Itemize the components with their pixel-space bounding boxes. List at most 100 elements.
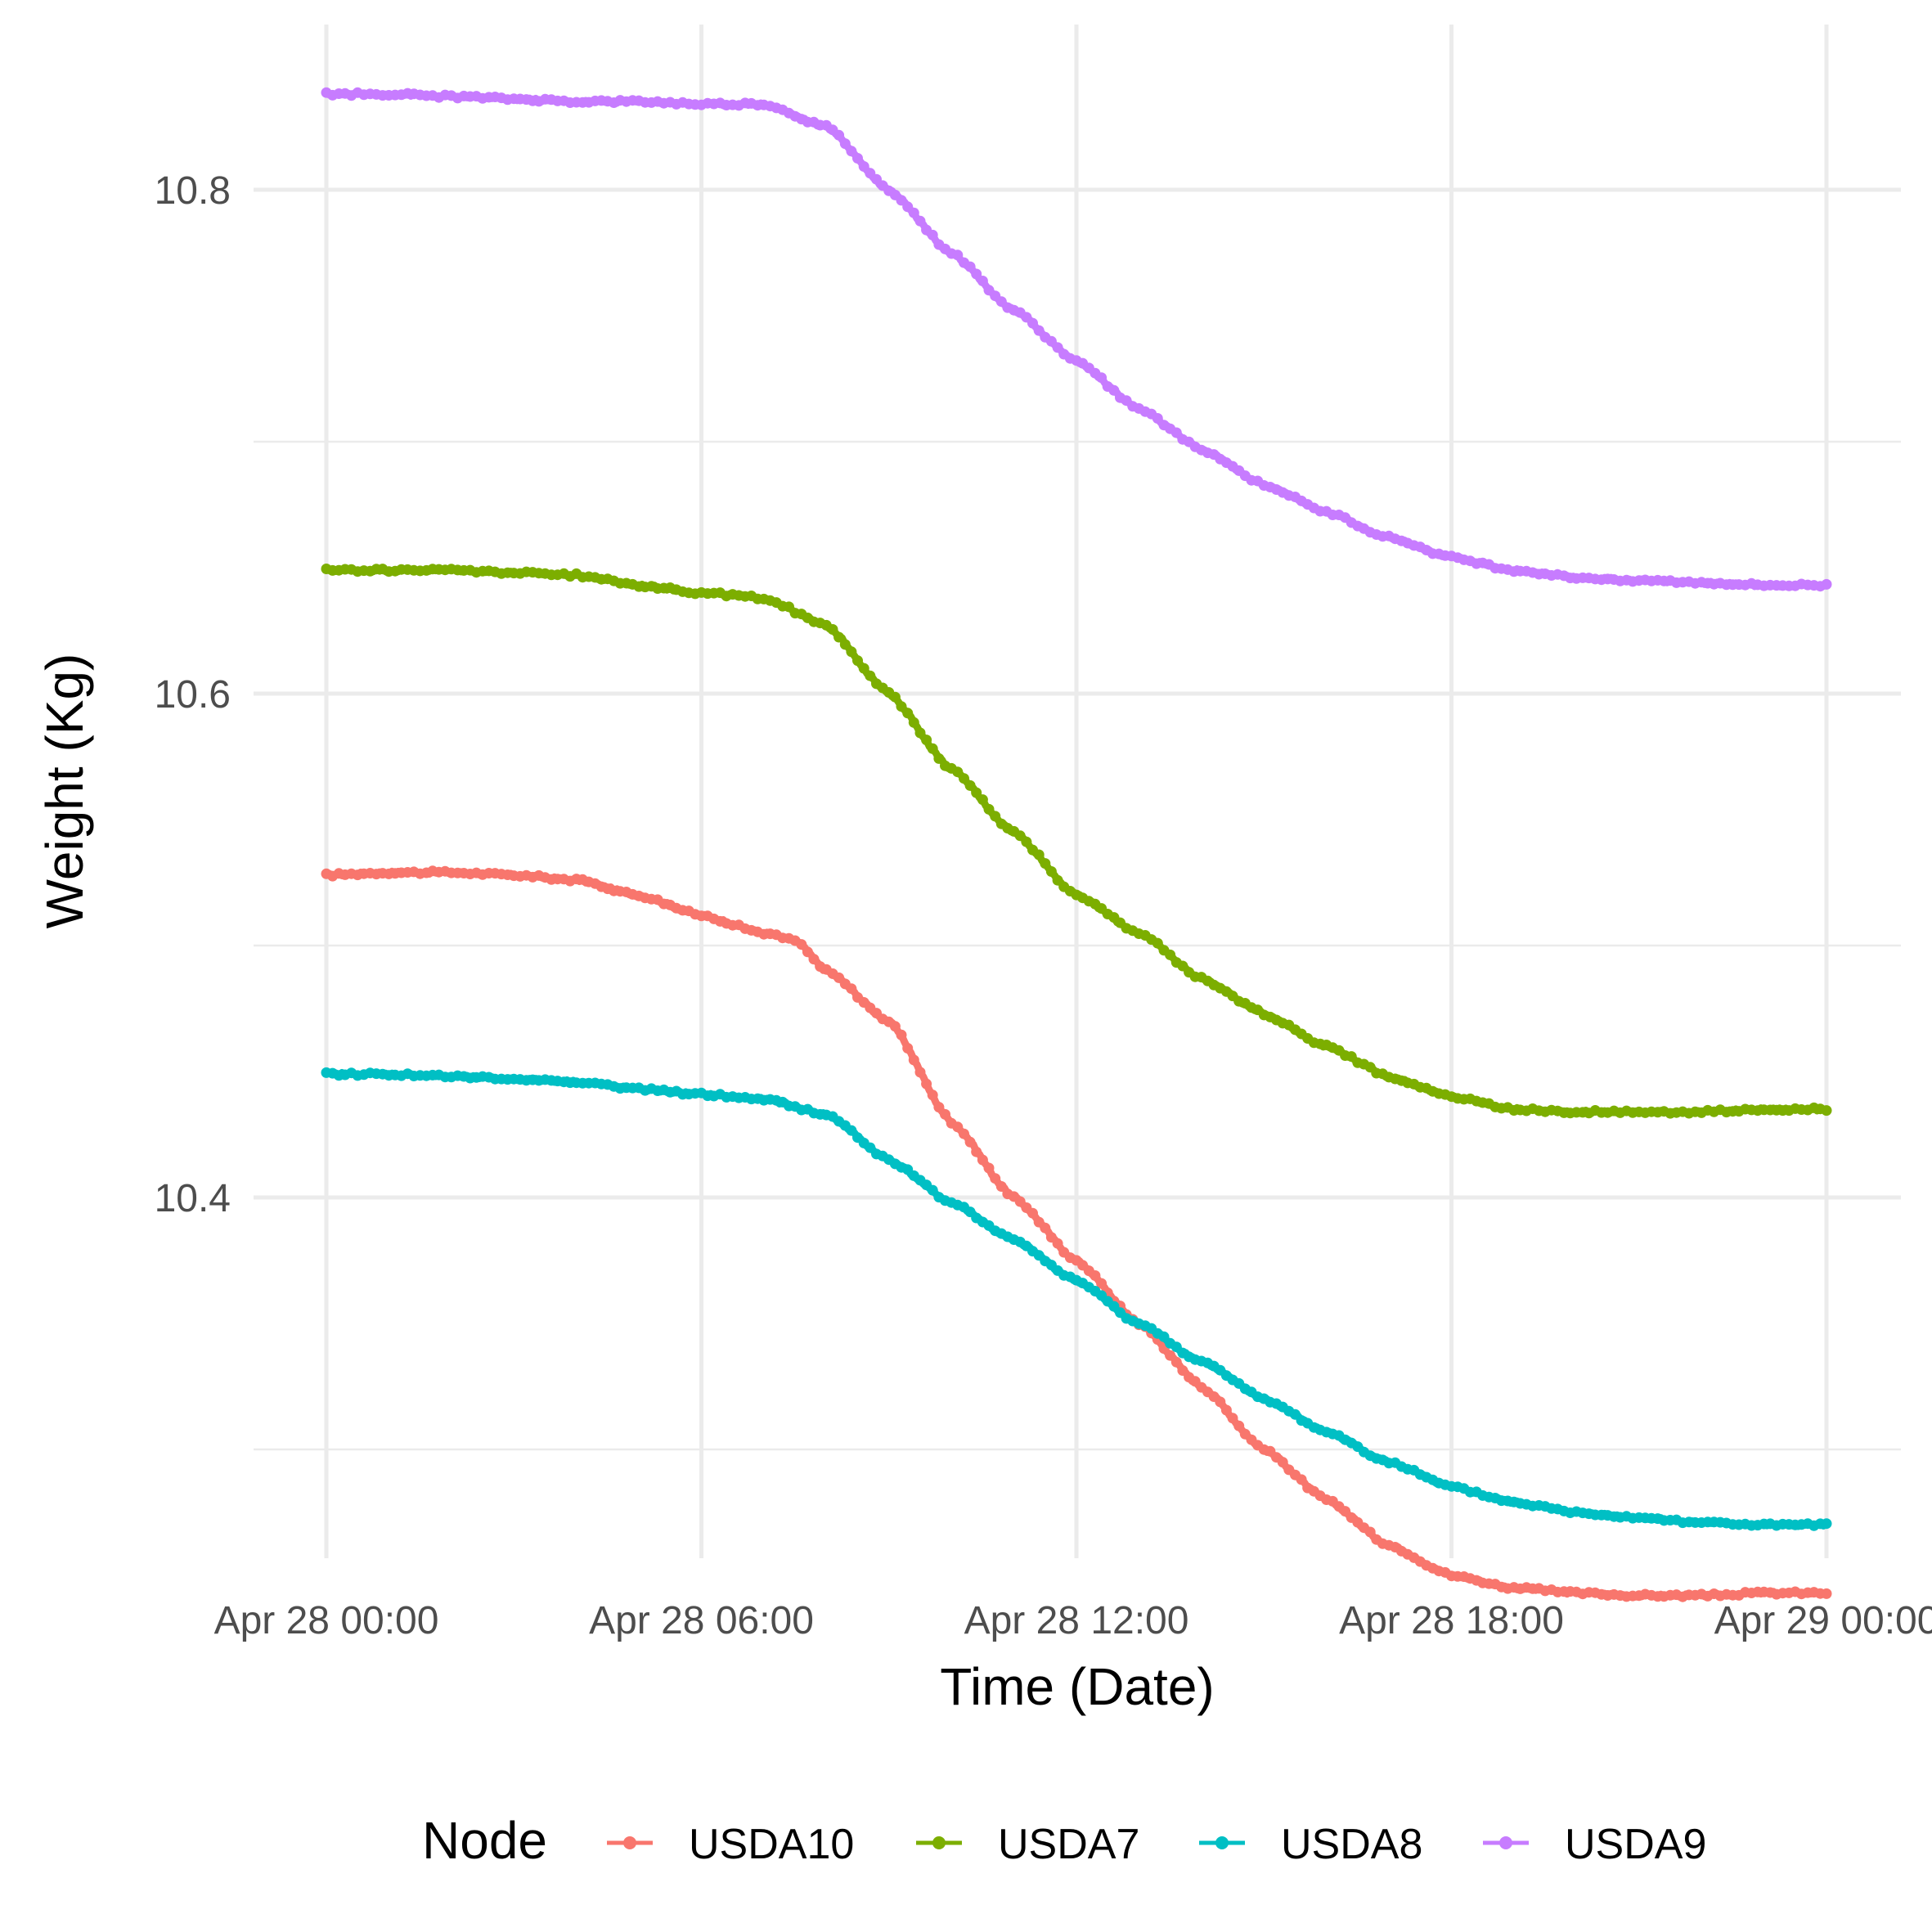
data-point [914,215,926,227]
legend-item-usda10: USDA10 [607,1821,854,1868]
legend-item-usda7: USDA7 [916,1821,1139,1868]
data-point [858,663,869,674]
data-point [964,780,976,791]
x-axis-tick-labels: Apr 28 00:00 Apr 28 06:00 Apr 28 12:00 Apr … [214,1599,1932,1642]
data-point [977,276,988,286]
data-point [1090,1270,1101,1281]
data-point [1821,1588,1832,1599]
series-usda7 [321,564,1832,1119]
x-tick-label: Apr 28 18:00 [1339,1599,1564,1642]
data-point [927,743,938,754]
legend-item-usda8: USDA8 [1199,1821,1422,1868]
data-point [796,939,807,950]
legend-label: USDA9 [1565,1821,1706,1868]
data-point [971,1146,982,1157]
legend-label: USDA8 [1281,1821,1422,1868]
legend-key-point [1215,1836,1229,1849]
x-axis-title: Time (Date) [940,1657,1214,1716]
data-point [1233,1420,1245,1431]
data-point [914,727,926,739]
data-point [1096,372,1108,384]
series-layer [321,87,1832,1602]
x-tick-label: Apr 29 00:00 [1714,1599,1932,1642]
data-point [952,1121,964,1133]
data-point [889,691,901,703]
y-tick-label: 10.8 [155,169,231,213]
data-point [990,811,1001,822]
data-point [952,249,964,261]
major-gridlines [254,25,1901,1558]
series-usda8 [321,1067,1832,1531]
data-point [1027,1207,1038,1219]
y-axis-title: Weight (Kg) [35,654,94,929]
data-point [1821,1105,1832,1117]
legend: Node USDA10 USDA7 USDA8 USDA9 [422,1811,1706,1870]
data-point [1170,427,1182,438]
data-point [933,1102,945,1113]
data-point [839,138,851,150]
y-tick-label: 10.4 [155,1177,231,1220]
data-point [1033,849,1045,860]
legend-label: USDA10 [689,1821,854,1868]
data-point [1052,342,1063,353]
data-point [1096,1278,1108,1289]
data-point [971,268,982,280]
legend-key-point [623,1836,636,1849]
data-point [1227,1413,1238,1424]
data-point [1165,1350,1176,1361]
x-tick-label: Apr 28 06:00 [589,1599,814,1642]
data-point [852,655,863,667]
data-point [846,646,857,658]
data-point [833,631,845,643]
legend-key-point [1499,1836,1512,1849]
data-point [902,708,914,719]
data-point [908,1054,919,1066]
data-point [959,773,969,784]
data-point [896,1029,907,1040]
data-point [940,1108,950,1120]
data-point [983,1162,995,1174]
data-point [908,717,919,728]
y-axis-tick-labels: 10.4 10.6 10.8 [155,169,231,1220]
data-point [927,229,938,240]
data-point [846,146,857,157]
data-point [1033,325,1045,336]
data-point [839,639,851,650]
data-point [952,766,964,778]
y-tick-label: 10.6 [155,673,231,717]
data-point [971,787,982,798]
data-point [1108,384,1120,396]
data-point [914,1067,926,1078]
data-point [1821,1518,1832,1530]
data-point [896,701,907,712]
data-point [1277,1457,1288,1468]
data-point [977,1154,988,1166]
data-point [802,946,813,958]
data-point [995,1181,1007,1192]
data-point [858,161,869,172]
data-point [1152,937,1163,949]
data-point [983,803,995,815]
data-point [1052,1238,1063,1249]
x-tick-label: Apr 28 00:00 [214,1599,439,1642]
data-point [1165,949,1176,960]
data-point [833,129,845,141]
data-point [1027,317,1038,329]
data-point [1364,1526,1376,1538]
data-point [852,153,863,164]
data-point [827,624,838,635]
data-point [964,261,976,272]
data-point [865,670,876,681]
data-point [977,794,988,806]
data-point [933,753,945,764]
data-point [1021,836,1032,847]
data-point [1170,1356,1182,1368]
data-point [927,1090,938,1101]
legend-key-point [932,1836,946,1849]
data-point [1040,1222,1051,1233]
data-point [902,1043,914,1054]
data-point [846,983,857,995]
data-point [908,207,919,218]
data-point [964,1136,976,1148]
